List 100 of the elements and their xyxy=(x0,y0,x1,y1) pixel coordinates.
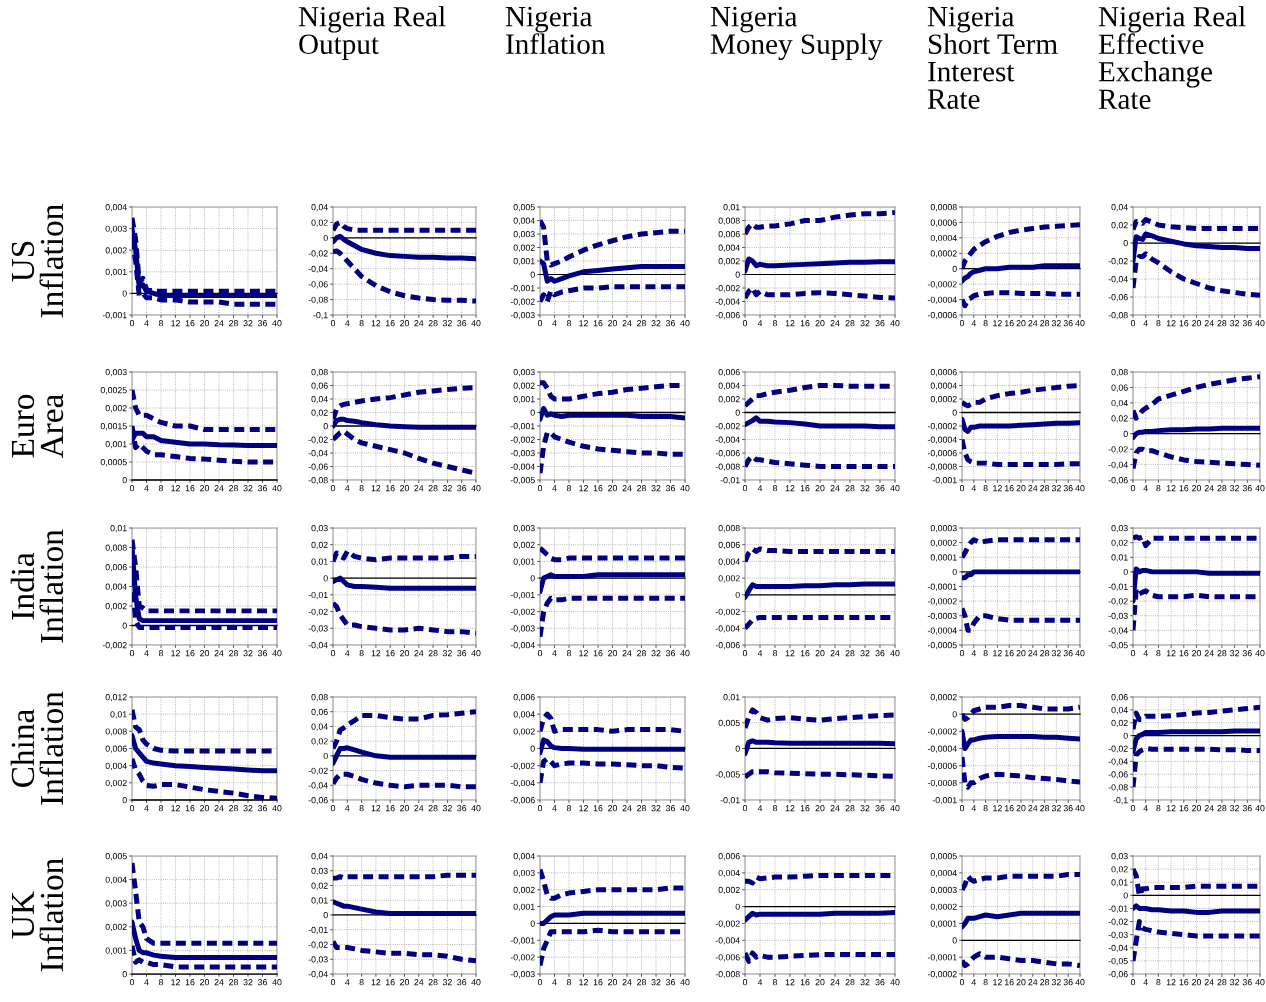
y-tick-label: -0,003 xyxy=(510,450,535,458)
x-tick-label: 12 xyxy=(579,485,588,492)
x-tick-label: 32 xyxy=(651,650,661,657)
y-tick-label: 0,0002 xyxy=(930,694,957,702)
x-tick-label: 20 xyxy=(815,320,825,327)
y-tick-label: 0 xyxy=(323,575,328,582)
x-tick-label: 24 xyxy=(414,979,424,986)
x-tick-label: 24 xyxy=(214,805,224,812)
y-tick-label: -0,002 xyxy=(510,608,535,616)
x-tick-label: 0 xyxy=(537,320,543,327)
x-tick-label: 12 xyxy=(171,979,180,986)
y-tick-label: -0,002 xyxy=(715,285,740,293)
x-tick-label: 32 xyxy=(1230,650,1240,657)
y-tick-label: -0,0003 xyxy=(927,612,957,621)
y-tick-label: 0 xyxy=(122,477,127,484)
y-tick-label: 0 xyxy=(1123,240,1128,247)
y-tick-label: -0,01 xyxy=(720,477,740,485)
y-tick-label: 0,03 xyxy=(311,867,328,876)
x-tick-label: 12 xyxy=(171,805,180,812)
y-tick-label: -0,1 xyxy=(1113,797,1128,805)
x-tick-label: 40 xyxy=(890,650,900,657)
x-tick-label: 40 xyxy=(471,979,481,986)
x-tick-label: 36 xyxy=(457,485,467,492)
y-tick-label: -0,02 xyxy=(308,767,328,775)
y-tick-label: -0,0008 xyxy=(927,779,957,788)
x-tick-label: 4 xyxy=(757,485,763,492)
x-tick-label: 0 xyxy=(330,485,336,492)
y-tick-label: -0,0002 xyxy=(927,728,957,736)
x-tick-label: 12 xyxy=(371,650,381,657)
x-tick-label: 16 xyxy=(386,805,395,812)
x-tick-label: 28 xyxy=(428,979,438,986)
y-tick-label: 0,006 xyxy=(718,853,740,861)
y-tick-label: -0,0002 xyxy=(927,598,957,606)
x-tick-label: 32 xyxy=(1051,979,1061,986)
x-tick-label: 20 xyxy=(1016,485,1026,492)
y-tick-label: 0 xyxy=(323,234,328,242)
y-tick-label: 0,01 xyxy=(723,204,740,212)
y-tick-label: 0,0006 xyxy=(930,219,957,227)
x-tick-label: 20 xyxy=(200,320,210,327)
y-tick-label: -0,0001 xyxy=(927,583,957,591)
x-tick-label: 32 xyxy=(243,805,253,812)
x-tick-label: 0 xyxy=(129,805,135,812)
y-tick-label: 0,002 xyxy=(105,405,127,413)
x-tick-label: 32 xyxy=(860,485,870,492)
y-tick-label: 0,0025 xyxy=(100,387,127,395)
x-tick-label: 36 xyxy=(665,979,675,986)
y-tick-label: 0,003 xyxy=(105,369,127,377)
x-tick-label: 16 xyxy=(1179,485,1189,492)
y-tick-label: -0,001 xyxy=(510,285,535,293)
y-tick-label: 0 xyxy=(122,622,127,629)
x-tick-label: 12 xyxy=(579,805,588,812)
y-tick-label: 0 xyxy=(735,271,740,278)
x-tick-label: 20 xyxy=(608,979,618,986)
y-tick-label: -0,0004 xyxy=(927,627,957,635)
x-tick-label: 4 xyxy=(1143,485,1148,492)
y-tick-label: -0,04 xyxy=(1108,276,1128,284)
x-tick-label: 8 xyxy=(158,485,164,492)
y-tick-label: -0,06 xyxy=(1108,771,1128,779)
x-tick-label: 8 xyxy=(158,650,164,657)
x-tick-label: 20 xyxy=(400,805,410,812)
y-tick-label: 0,08 xyxy=(311,369,328,377)
x-tick-label: 36 xyxy=(1242,650,1252,657)
y-tick-label: -0,04 xyxy=(308,642,328,650)
x-tick-label: 40 xyxy=(1075,485,1085,492)
y-tick-label: -0,01 xyxy=(308,926,328,935)
x-tick-label: 8 xyxy=(1156,320,1161,327)
x-tick-label: 0 xyxy=(959,485,965,492)
y-tick-label: -0,04 xyxy=(1108,758,1128,766)
x-tick-label: 40 xyxy=(272,979,282,986)
x-tick-label: 32 xyxy=(243,485,253,492)
x-tick-label: 32 xyxy=(442,485,452,492)
x-tick-label: 12 xyxy=(171,320,180,327)
x-tick-label: 40 xyxy=(890,979,900,986)
x-tick-label: 40 xyxy=(1255,650,1265,657)
y-tick-label: 0,0006 xyxy=(930,369,957,377)
y-tick-label: 0,03 xyxy=(1111,525,1128,533)
x-tick-label: 8 xyxy=(158,979,164,986)
x-tick-label: 24 xyxy=(830,485,840,492)
y-tick-label: 0 xyxy=(530,575,535,582)
y-tick-label: 0,04 xyxy=(1111,706,1128,715)
y-tick-label: 0,0005 xyxy=(100,459,127,467)
x-tick-label: 32 xyxy=(1051,485,1061,492)
x-tick-label: 40 xyxy=(680,320,690,327)
x-tick-label: 0 xyxy=(959,805,965,812)
x-tick-label: 28 xyxy=(845,485,855,492)
y-tick-label: 0,008 xyxy=(105,728,127,736)
x-tick-label: 28 xyxy=(1040,485,1050,492)
x-tick-label: 4 xyxy=(1143,650,1148,657)
chart-title: Nigeria Real Output xyxy=(298,6,446,60)
y-tick-label: -0,01 xyxy=(308,591,328,600)
x-tick-label: 28 xyxy=(637,650,646,657)
y-tick-label: 0,003 xyxy=(513,231,535,239)
x-tick-label: 40 xyxy=(1255,485,1265,492)
x-tick-label: 36 xyxy=(1063,485,1073,492)
y-tick-label: -0,001 xyxy=(510,423,535,431)
y-axis-title: India Inflation xyxy=(10,529,64,643)
x-tick-label: 28 xyxy=(1217,485,1227,492)
x-tick-label: 4 xyxy=(345,979,350,986)
y-tick-label: -0,003 xyxy=(510,312,535,320)
y-tick-label: 0 xyxy=(530,271,535,278)
